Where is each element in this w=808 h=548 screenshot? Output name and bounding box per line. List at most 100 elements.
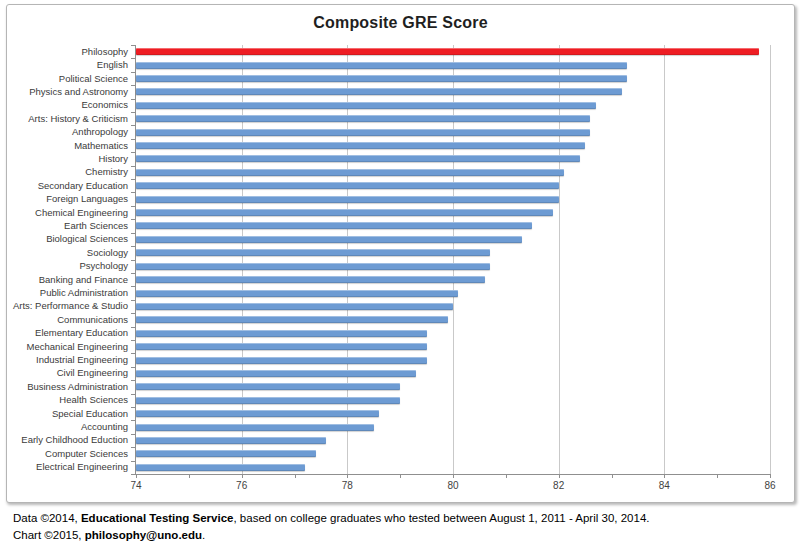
x-axis-tick (612, 474, 613, 478)
x-axis-tick (664, 474, 665, 478)
y-axis-tick (131, 394, 136, 395)
y-axis-tick (131, 112, 136, 113)
footer-ets-credit: Educational Testing Service (81, 512, 234, 524)
y-axis-tick (131, 407, 136, 408)
bar (136, 303, 453, 310)
x-axis-tick (347, 474, 348, 478)
category-label: Early Childhood Eduction (4, 435, 128, 445)
x-axis-tick (717, 474, 718, 478)
y-axis-tick (131, 260, 136, 261)
category-label: Political Science (4, 74, 128, 84)
bar (136, 88, 622, 95)
y-axis-tick (131, 313, 136, 314)
bar (136, 209, 553, 216)
y-axis-tick (131, 139, 136, 140)
y-axis-tick (131, 434, 136, 435)
footer-line-1: Data ©2014, Educational Testing Service,… (13, 510, 649, 527)
y-axis-tick (131, 273, 136, 274)
bar (136, 450, 316, 457)
category-label: Business Administration (4, 382, 128, 392)
y-axis-tick (131, 461, 136, 462)
footer: Data ©2014, Educational Testing Service,… (13, 510, 649, 543)
category-label: Elementary Education (4, 328, 128, 338)
bar (136, 129, 590, 136)
plot-area: PhilosophyEnglishPolitical SciencePhysic… (135, 45, 770, 475)
bar (136, 115, 590, 122)
y-axis-tick (131, 353, 136, 354)
bar (136, 276, 485, 283)
bar (136, 290, 458, 297)
category-label: Economics (4, 100, 128, 110)
bar (136, 142, 585, 149)
bar (136, 102, 596, 109)
bar (136, 464, 305, 471)
bar (136, 424, 374, 431)
bar (136, 357, 427, 364)
category-label: Computer Sciences (4, 449, 128, 459)
category-label: Mechanical Engineering (4, 342, 128, 352)
y-axis-tick (131, 367, 136, 368)
footer-email: philosophy@uno.edu (85, 529, 202, 541)
category-label: Arts: History & Criticism (4, 114, 128, 124)
y-axis-tick (131, 85, 136, 86)
category-label: Industrial Engineering (4, 355, 128, 365)
category-label: Chemistry (4, 167, 128, 177)
bar (136, 196, 559, 203)
gridline (559, 45, 560, 474)
category-label: History (4, 154, 128, 164)
y-axis-tick (131, 45, 136, 46)
y-axis-tick (131, 233, 136, 234)
y-axis-tick (131, 125, 136, 126)
category-label: Secondary Education (4, 181, 128, 191)
x-tick-label: 76 (236, 480, 247, 491)
category-label: Sociology (4, 248, 128, 258)
category-label: Communications (4, 315, 128, 325)
y-axis-tick (131, 58, 136, 59)
category-label: Chemical Engineering (4, 208, 128, 218)
y-axis-tick (131, 474, 136, 475)
bar (136, 75, 627, 82)
y-axis-tick (131, 420, 136, 421)
category-label: English (4, 60, 128, 70)
category-label: Civil Engineering (4, 368, 128, 378)
category-label: Anthropology (4, 127, 128, 137)
bar (136, 169, 564, 176)
y-axis-tick (131, 179, 136, 180)
category-label: Electrical Engineering (4, 462, 128, 472)
y-axis-tick (131, 300, 136, 301)
x-axis-tick (242, 474, 243, 478)
y-axis-tick (131, 286, 136, 287)
bar (136, 62, 627, 69)
y-axis-tick (131, 152, 136, 153)
category-label: Earth Sciences (4, 221, 128, 231)
category-label: Arts: Performance & Studio (4, 301, 128, 311)
chart-title: Composite GRE Score (7, 14, 794, 32)
y-axis-tick (131, 166, 136, 167)
y-axis-tick (131, 206, 136, 207)
y-axis-tick (131, 327, 136, 328)
category-label: Mathematics (4, 141, 128, 151)
footer-line-2: Chart ©2015, philosophy@uno.edu. (13, 527, 649, 544)
category-label: Physics and Astronomy (4, 87, 128, 97)
category-label: Philosophy (4, 47, 128, 57)
x-axis-tick (506, 474, 507, 478)
x-axis-tick (400, 474, 401, 478)
bar (136, 316, 448, 323)
bar (136, 249, 490, 256)
bar (136, 397, 400, 404)
x-tick-label: 78 (342, 480, 353, 491)
x-axis-tick (770, 474, 771, 478)
x-axis-tick (453, 474, 454, 478)
x-axis-tick (295, 474, 296, 478)
bar (136, 343, 427, 350)
category-label: Public Administration (4, 288, 128, 298)
category-label: Health Sciences (4, 395, 128, 405)
bar (136, 236, 522, 243)
chart-frame: Composite GRE Score PhilosophyEnglishPol… (6, 4, 795, 503)
category-label: Foreign Languages (4, 194, 128, 204)
bar (136, 263, 490, 270)
category-label: Banking and Finance (4, 275, 128, 285)
y-axis-tick (131, 246, 136, 247)
x-axis-tick (189, 474, 190, 478)
bar (136, 155, 580, 162)
